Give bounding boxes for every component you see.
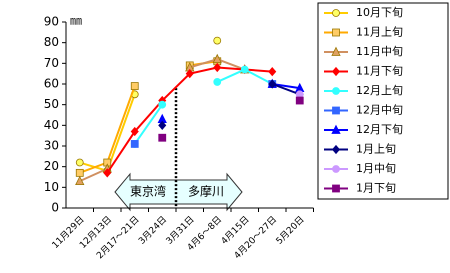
marker <box>295 96 304 105</box>
marker <box>332 28 340 37</box>
x-tick-label: 3月24日 <box>136 214 169 247</box>
y-unit: ㎜ <box>70 14 82 28</box>
marker <box>331 144 341 155</box>
legend: 10月下旬 11月上旬 11月中旬 11月下旬 12月上旬 12月中旬 12月下旬 1月上旬 1… <box>324 6 403 195</box>
marker <box>158 120 167 130</box>
legend-label: 1月中旬 <box>356 162 396 175</box>
marker <box>332 184 340 193</box>
marker <box>213 62 222 73</box>
series-line <box>80 41 218 171</box>
series-line <box>133 68 273 145</box>
y-tick-label: 20 <box>44 159 59 173</box>
site-arrow <box>114 172 243 212</box>
marker <box>185 69 194 79</box>
y-tick-label: 0 <box>51 201 59 215</box>
marker <box>331 46 341 56</box>
marker <box>158 133 167 142</box>
y-tick-label: 80 <box>44 35 59 49</box>
marker <box>130 82 139 90</box>
y-tick-label: 60 <box>44 77 59 91</box>
y-tick-label: 40 <box>44 118 59 132</box>
marker <box>332 165 340 173</box>
legend-label: 11月下旬 <box>356 65 403 78</box>
marker <box>75 175 85 186</box>
marker <box>212 53 222 64</box>
marker <box>213 78 222 86</box>
marker <box>331 66 341 77</box>
legend-label: 11月上旬 <box>356 26 403 39</box>
marker <box>331 124 341 134</box>
marker <box>103 168 112 178</box>
marker <box>130 140 139 148</box>
y-tick-label: 70 <box>44 56 59 70</box>
series-line <box>271 83 301 96</box>
marker <box>332 9 340 17</box>
legend-label: 1月下旬 <box>356 182 396 195</box>
annotation: 東京湾 <box>130 184 166 199</box>
legend-label: 11月中旬 <box>356 45 403 58</box>
legend-label: 1月上旬 <box>356 143 396 156</box>
marker <box>75 168 84 177</box>
marker <box>268 79 277 89</box>
legend-label: 12月中旬 <box>356 104 403 117</box>
marker <box>240 65 249 74</box>
marker <box>158 100 167 109</box>
legend-label: 10月下旬 <box>356 6 403 19</box>
marker <box>213 36 222 45</box>
y-tick-label: 90 <box>44 15 59 29</box>
x-tick-label: 5月20日 <box>274 214 307 247</box>
y-tick-label: 30 <box>44 139 59 153</box>
legend-label: 12月下旬 <box>356 123 403 136</box>
annotation: 多摩川 <box>188 184 224 199</box>
marker <box>268 66 277 77</box>
y-tick-label: 50 <box>44 97 59 111</box>
marker <box>130 126 139 137</box>
marker <box>332 87 340 95</box>
marker <box>332 106 340 115</box>
marker <box>75 158 84 167</box>
y-tick-label: 10 <box>44 180 59 194</box>
legend-label: 12月上旬 <box>356 84 403 97</box>
